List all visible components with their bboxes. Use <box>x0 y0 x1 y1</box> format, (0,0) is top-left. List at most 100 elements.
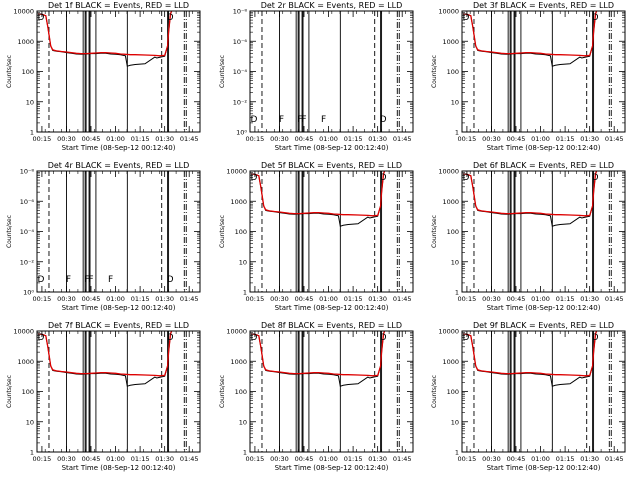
series-line-events <box>462 171 598 227</box>
y-tick-label: 10000 <box>13 328 34 336</box>
x-tick-label: 00:15 <box>33 455 52 463</box>
x-tick-label: 00:45 <box>507 135 526 143</box>
plot-frame <box>249 10 414 133</box>
x-tick-label: 00:15 <box>246 135 265 143</box>
flag-marker: D <box>167 13 174 23</box>
y-tick-label: 10000 <box>226 168 247 176</box>
y-tick-label: 10000 <box>438 8 459 16</box>
series-line-events <box>462 11 598 67</box>
x-tick-label: 01:30 <box>155 295 174 303</box>
y-tick-label: 1000 <box>230 358 247 366</box>
flag-marker: F <box>279 115 284 125</box>
x-tick-label: 00:45 <box>295 455 314 463</box>
flag-marker: F <box>66 275 71 285</box>
x-tick-label: 00:15 <box>458 135 477 143</box>
flag-marker: D <box>462 333 469 343</box>
plot-frame <box>36 10 201 133</box>
series-line-events <box>37 331 173 387</box>
y-tick-label: 10⁰ <box>23 289 34 297</box>
x-tick-label: 00:45 <box>82 295 101 303</box>
panel-title: Det 6f BLACK = Events, RED = LLD <box>473 161 614 170</box>
x-tick-label: 01:00 <box>531 295 550 303</box>
x-tick-label: 01:15 <box>556 295 575 303</box>
flag-marker: D <box>380 115 387 125</box>
y-axis-label: Counts/sec <box>219 55 226 88</box>
y-tick-label: 10⁻² <box>20 258 35 266</box>
y-axis-label: Counts/sec <box>6 215 13 248</box>
y-tick-label: 10 <box>451 258 459 266</box>
y-axis-label: Counts/sec <box>431 375 438 408</box>
panel-title: Det 5f BLACK = Events, RED = LLD <box>261 161 402 170</box>
flag-marker: D <box>167 275 174 285</box>
x-tick-label: 01:30 <box>580 455 599 463</box>
panel-title: Det 8f BLACK = Events, RED = LLD <box>261 321 402 330</box>
x-tick-label: 01:00 <box>319 135 338 143</box>
plot-frame <box>36 170 201 293</box>
x-tick-label: 01:00 <box>106 135 125 143</box>
x-axis-label: Start Time (08-Sep-12 00:12:40) <box>487 464 601 472</box>
y-tick-label: 10000 <box>13 8 34 16</box>
x-axis-label: Start Time (08-Sep-12 00:12:40) <box>487 304 601 312</box>
y-tick-label: 10⁻⁶ <box>233 38 248 46</box>
flag-marker: F <box>321 115 326 125</box>
x-tick-label: 01:45 <box>393 135 412 143</box>
y-tick-label: 10 <box>239 418 247 426</box>
x-tick-label: 00:15 <box>458 295 477 303</box>
y-tick-label: 100 <box>235 228 247 236</box>
flag-marker: D <box>592 173 599 183</box>
x-tick-label: 01:30 <box>368 135 387 143</box>
x-tick-label: 00:30 <box>57 135 76 143</box>
flag-marker: D <box>37 333 44 343</box>
flag-marker: D <box>167 333 174 343</box>
x-tick-label: 00:15 <box>33 295 52 303</box>
series-line-events <box>250 331 386 387</box>
flag-marker: D <box>462 13 469 23</box>
x-axis-label: Start Time (08-Sep-12 00:12:40) <box>62 144 176 152</box>
x-tick-label: 00:30 <box>482 455 501 463</box>
y-tick-label: 10000 <box>226 328 247 336</box>
x-tick-label: 01:00 <box>319 455 338 463</box>
panel-det-6: Det 6f BLACK = Events, RED = LLD D D 1 10 100… <box>431 161 626 312</box>
y-axis-label: Counts/sec <box>6 55 13 88</box>
series-line-lld <box>462 171 598 217</box>
series-line-lld <box>462 331 598 377</box>
x-tick-label: 01:30 <box>368 455 387 463</box>
series-line-events <box>250 171 386 227</box>
x-tick-label: 01:45 <box>393 295 412 303</box>
series-line-events <box>462 331 598 387</box>
series-line-lld <box>462 11 598 57</box>
y-tick-label: 1 <box>30 449 34 457</box>
series-line-lld <box>37 331 173 377</box>
x-tick-label: 00:45 <box>82 455 101 463</box>
flag-marker: D <box>37 275 44 285</box>
y-axis-label: Counts/sec <box>219 375 226 408</box>
x-tick-label: 01:00 <box>531 135 550 143</box>
y-tick-label: 10 <box>26 98 34 106</box>
y-tick-label: 100 <box>447 68 459 76</box>
y-axis-label: Counts/sec <box>219 215 226 248</box>
panel-det-3: Det 3f BLACK = Events, RED = LLD D D 1 10 100… <box>431 1 626 152</box>
panel-title: Det 2r BLACK = Events, RED = LLD <box>261 1 403 10</box>
y-tick-label: 100 <box>447 228 459 236</box>
y-tick-label: 1 <box>455 449 459 457</box>
y-tick-label: 100 <box>235 388 247 396</box>
series-line-lld <box>37 11 173 57</box>
x-axis-label: Start Time (08-Sep-12 00:12:40) <box>487 144 601 152</box>
y-tick-label: 1000 <box>442 358 459 366</box>
flag-marker: F <box>88 275 93 285</box>
x-tick-label: 01:30 <box>368 295 387 303</box>
panel-det-5: Det 5f BLACK = Events, RED = LLD D D 1 10 100… <box>219 161 414 312</box>
x-axis-label: Start Time (08-Sep-12 00:12:40) <box>62 464 176 472</box>
plot-frame <box>249 170 414 293</box>
flag-marker: D <box>592 333 599 343</box>
x-axis-label: Start Time (08-Sep-12 00:12:40) <box>275 464 389 472</box>
x-tick-label: 01:45 <box>605 455 624 463</box>
y-tick-label: 1 <box>243 289 247 297</box>
flag-marker: D <box>380 333 387 343</box>
y-tick-label: 1000 <box>17 38 34 46</box>
x-tick-label: 00:30 <box>57 455 76 463</box>
y-tick-label: 100 <box>22 388 34 396</box>
x-tick-label: 01:45 <box>180 135 199 143</box>
